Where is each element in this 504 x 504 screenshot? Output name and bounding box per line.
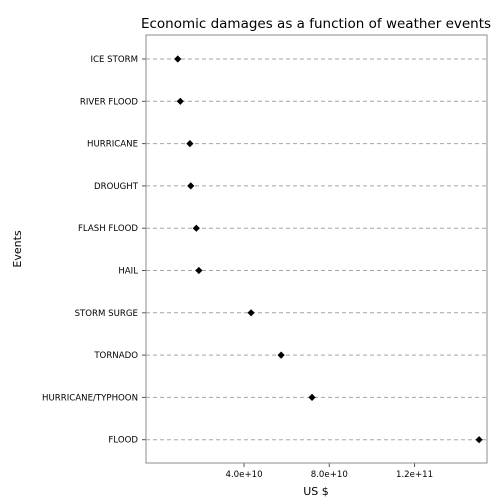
y-tick-label: HURRICANE/TYPHOON [42, 393, 138, 403]
x-tick-label: 4.0e+10 [225, 470, 262, 480]
data-point [308, 393, 316, 401]
x-axis-title: US $ [303, 485, 329, 498]
data-point [277, 351, 285, 359]
data-point [174, 55, 182, 63]
y-tick-label: TORNADO [93, 351, 138, 361]
gridlines [146, 58, 487, 441]
chart-title: Economic damages as a function of weathe… [141, 16, 491, 32]
y-tick-label: FLASH FLOOD [78, 224, 138, 234]
plot-panel-border [145, 34, 488, 464]
y-axis-title: Events [11, 230, 24, 268]
y-tick-label: HAIL [118, 267, 138, 277]
data-point [187, 182, 195, 190]
data-points [174, 55, 483, 444]
y-tick-label: ICE STORM [90, 55, 138, 65]
data-point [176, 97, 184, 105]
x-tick-label: 1.2e+11 [396, 470, 433, 480]
y-tick-label: STORM SURGE [75, 309, 138, 319]
y-tick-label: RIVER FLOOD [80, 97, 138, 107]
x-axis-ticks: 4.0e+10 8.0e+10 1.2e+11 [225, 463, 433, 480]
data-point [195, 266, 203, 275]
data-point [186, 140, 194, 148]
x-tick-label: 8.0e+10 [311, 470, 348, 480]
data-point [192, 224, 200, 232]
y-tick-label: HURRICANE [87, 140, 138, 150]
data-point [475, 436, 483, 444]
y-axis-ticks: ICE STORM RIVER FLOOD HURRICANE DROUGHT FLAS… [42, 55, 146, 446]
y-tick-label: FLOOD [108, 436, 138, 446]
y-tick-label: DROUGHT [94, 182, 139, 192]
data-point [247, 309, 255, 317]
